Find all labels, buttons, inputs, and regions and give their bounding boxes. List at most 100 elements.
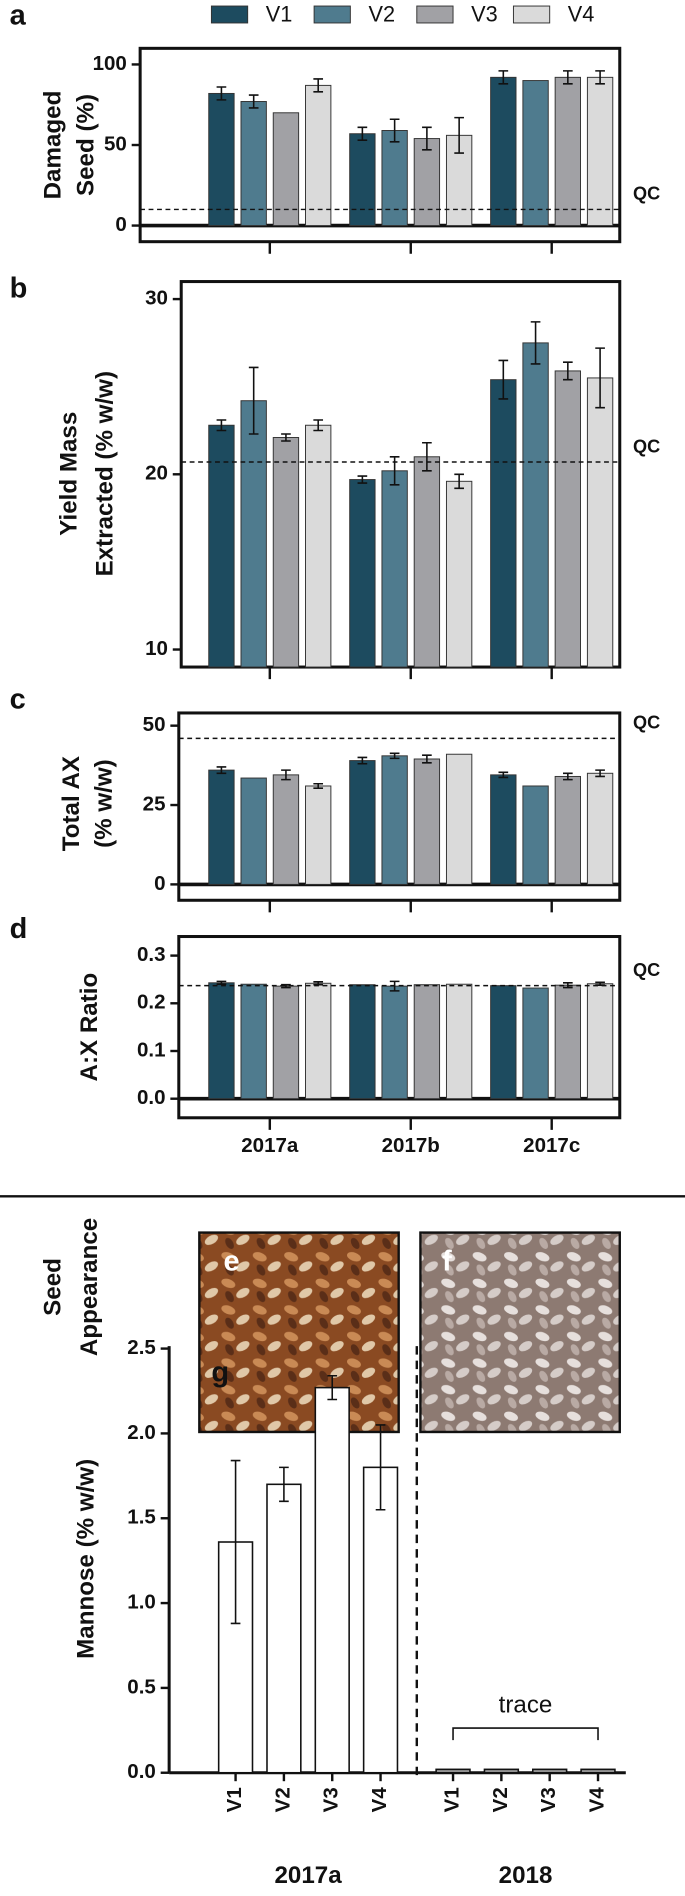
legend-label: V4 — [568, 1, 595, 26]
bar — [445, 480, 473, 668]
error-bar — [216, 86, 227, 101]
bar — [580, 1768, 616, 1774]
legend-label: V1 — [266, 1, 293, 26]
error-bar — [279, 1466, 289, 1503]
y-tick-label: 0.0 — [137, 1086, 166, 1109]
bar — [272, 437, 300, 668]
bar — [305, 982, 332, 1100]
section-label: Seed — [40, 1258, 67, 1316]
bar — [445, 753, 473, 885]
panel-label: b — [10, 273, 28, 305]
y-tick-label: 0.2 — [137, 991, 166, 1014]
bar — [413, 138, 441, 227]
seed-photo — [419, 1231, 621, 1434]
error-bar — [357, 756, 368, 765]
error-bar — [248, 366, 259, 435]
section-label: Appearance — [76, 1218, 103, 1356]
legend-swatch — [416, 5, 454, 24]
bar — [305, 785, 332, 885]
bar — [435, 1768, 471, 1774]
panel-label: a — [10, 0, 27, 32]
bar — [240, 400, 267, 668]
plot-frame — [177, 711, 622, 902]
annotation: trace — [499, 1692, 553, 1719]
panel-label: c — [10, 684, 26, 716]
y-tick-label: 0 — [115, 213, 126, 236]
bar — [266, 1483, 302, 1774]
y-tick-label: 0.1 — [137, 1038, 166, 1061]
x-tick-label: V3 — [537, 1787, 560, 1812]
bar — [522, 987, 549, 1100]
bar — [272, 112, 300, 227]
bar — [586, 377, 614, 668]
seed-photo — [198, 1231, 400, 1434]
bar — [522, 80, 549, 227]
plot-frame — [177, 935, 622, 1120]
error-bar — [422, 126, 432, 151]
y-axis-title: A:X Ratio — [76, 973, 103, 1082]
bar — [490, 985, 517, 1100]
group-label: 2017a — [274, 1862, 342, 1889]
x-tick-label: V4 — [585, 1787, 608, 1813]
bar — [490, 379, 517, 668]
bar — [305, 424, 332, 668]
y-tick-label: 100 — [93, 52, 127, 75]
bar — [208, 92, 235, 227]
bar — [381, 470, 408, 668]
y-axis-title: Damaged — [40, 91, 67, 200]
bar — [208, 424, 235, 668]
bar — [490, 774, 517, 885]
error-bar — [389, 752, 400, 760]
legend-label: V3 — [471, 1, 498, 26]
bar — [413, 456, 441, 668]
y-tick-label: 25 — [143, 792, 166, 815]
error-bar — [498, 70, 509, 85]
bar — [208, 982, 235, 1100]
reference-label: QC — [633, 184, 660, 204]
bar — [483, 1768, 520, 1774]
panel-label: g — [211, 1357, 229, 1389]
error-bar — [216, 980, 227, 986]
plot-frame — [138, 46, 622, 244]
bar — [522, 785, 549, 885]
panel-label: d — [10, 913, 28, 945]
x-tick-label: 2017a — [241, 1134, 299, 1157]
y-tick-label: 50 — [143, 713, 166, 736]
x-tick-label: V2 — [271, 1787, 294, 1812]
error-bar — [248, 94, 259, 109]
bar — [413, 758, 441, 885]
legend-swatch — [512, 5, 551, 24]
bar — [381, 130, 408, 227]
error-bar — [281, 983, 291, 989]
y-tick-label: 0.0 — [127, 1760, 156, 1783]
bar — [554, 984, 582, 1100]
bar — [413, 984, 441, 1100]
y-tick-label: 0.5 — [127, 1675, 156, 1698]
error-bar — [313, 78, 324, 93]
error-bar — [313, 782, 324, 789]
error-bar — [595, 70, 605, 85]
y-tick-label: 30 — [145, 287, 168, 310]
legend-swatch — [313, 5, 351, 24]
bar — [208, 769, 235, 885]
error-bar — [595, 769, 605, 778]
bar — [445, 983, 473, 1100]
error-bar — [375, 1424, 386, 1511]
bar — [554, 370, 582, 668]
bar — [240, 983, 267, 1100]
bar — [586, 772, 614, 885]
error-bar — [563, 70, 573, 85]
bar — [349, 133, 376, 227]
bar — [490, 76, 517, 227]
bar — [554, 775, 582, 885]
error-bar — [422, 441, 432, 472]
x-tick-label: V1 — [223, 1787, 246, 1812]
y-axis-title: Mannose (% w/w) — [72, 1459, 99, 1659]
reference-label: QC — [633, 713, 660, 733]
bar — [362, 1466, 399, 1774]
error-bar — [563, 361, 573, 381]
bar — [314, 1386, 350, 1774]
error-bar — [422, 754, 432, 764]
